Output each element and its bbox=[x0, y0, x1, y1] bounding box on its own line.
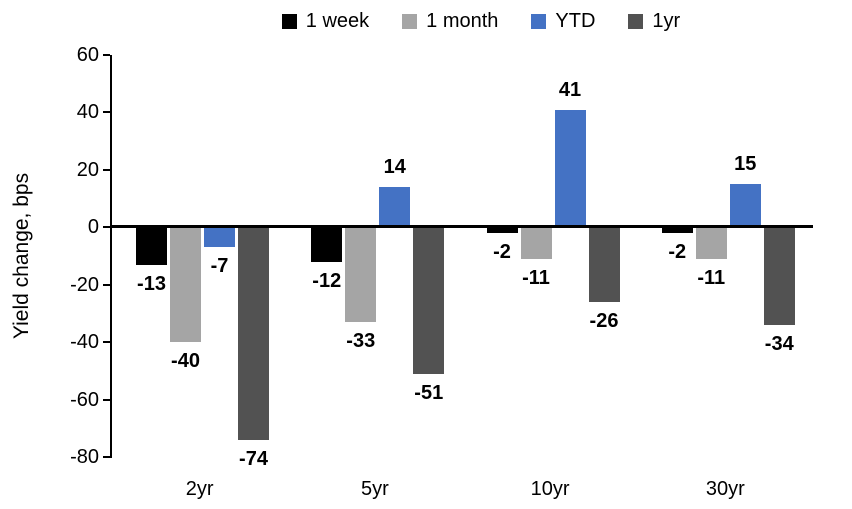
legend-label: 1yr bbox=[652, 10, 681, 32]
bar-1-month-5yr bbox=[345, 227, 377, 323]
legend-swatch-icon bbox=[402, 13, 418, 29]
y-axis-tick-label: -60 bbox=[70, 388, 99, 411]
y-axis-tick-label: 0 bbox=[87, 216, 99, 239]
y-axis-tick-label: -40 bbox=[70, 331, 99, 354]
bar-value-label: -74 bbox=[239, 447, 268, 470]
legend: 1 week 1 month YTD 1yr bbox=[110, 10, 852, 32]
bar-1yr-30yr bbox=[763, 227, 795, 325]
y-axis-tick-label: 40 bbox=[76, 101, 99, 124]
y-axis-line bbox=[110, 55, 112, 458]
bar-value-label: -2 bbox=[493, 241, 511, 264]
bar-1-month-30yr bbox=[695, 227, 727, 259]
y-axis-tick-label: 60 bbox=[76, 44, 99, 66]
bar-YTD-10yr bbox=[554, 109, 586, 228]
y-axis-tick-label: -80 bbox=[70, 446, 99, 468]
bar-value-label: -13 bbox=[137, 272, 166, 295]
bar-value-label: -34 bbox=[764, 332, 794, 355]
bar-1yr-10yr bbox=[588, 227, 620, 302]
bar-value-label: -11 bbox=[522, 266, 550, 289]
bar-value-label: -51 bbox=[414, 381, 444, 404]
y-axis-tick bbox=[103, 54, 110, 56]
legend-swatch-icon bbox=[531, 13, 547, 29]
y-axis-tick-label: -20 bbox=[70, 273, 99, 296]
bar-1-week-2yr bbox=[136, 227, 167, 265]
y-axis-tick bbox=[103, 111, 110, 114]
bar-YTD-2yr bbox=[204, 227, 235, 248]
bar-value-label: -33 bbox=[346, 330, 376, 353]
bar-value-label: -2 bbox=[668, 241, 687, 264]
y-axis-tick-label: 20 bbox=[76, 158, 99, 181]
bar-value-label: 14 bbox=[383, 156, 406, 179]
bar-value-label: -40 bbox=[171, 350, 200, 373]
legend-item-YTD: YTD bbox=[531, 10, 595, 32]
y-axis-tick bbox=[103, 283, 110, 286]
category-label-2yr: 2yr bbox=[185, 478, 214, 500]
bar-1yr-5yr bbox=[413, 227, 445, 374]
legend-label: YTD bbox=[555, 10, 596, 32]
bar-value-label: -26 bbox=[589, 309, 619, 332]
bar-YTD-30yr bbox=[729, 184, 761, 228]
legend-item-1yr: 1yr bbox=[628, 10, 680, 32]
legend-swatch-icon bbox=[281, 13, 297, 29]
legend-label: 1 week bbox=[305, 10, 370, 32]
bar-1-week-30yr bbox=[661, 227, 693, 234]
bar-value-label: -12 bbox=[312, 269, 342, 292]
bar-1-week-10yr bbox=[486, 227, 518, 234]
y-axis-tick bbox=[103, 226, 110, 229]
category-label-5yr: 5yr bbox=[360, 478, 389, 500]
y-axis-tick bbox=[103, 341, 110, 344]
bar-value-label: -7 bbox=[210, 255, 229, 278]
bar-1-week-5yr bbox=[311, 227, 343, 262]
bar-value-label: -11 bbox=[697, 266, 726, 289]
category-label-30yr: 30yr bbox=[705, 478, 745, 500]
legend-item-1-month: 1 month bbox=[402, 10, 498, 32]
y-axis-tick bbox=[103, 456, 110, 458]
y-axis-tick bbox=[103, 398, 110, 401]
bar-1-month-2yr bbox=[170, 227, 201, 343]
bar-YTD-5yr bbox=[379, 187, 411, 228]
bar-1yr-2yr bbox=[238, 227, 269, 440]
bar-1-month-10yr bbox=[520, 227, 552, 259]
legend-label: 1 month bbox=[426, 10, 499, 32]
y-axis-tick bbox=[103, 168, 110, 171]
legend-swatch-icon bbox=[628, 13, 644, 29]
x-axis-zero-line bbox=[110, 225, 813, 229]
legend-item-1-week: 1 week bbox=[281, 10, 370, 32]
bar-value-label: 15 bbox=[734, 153, 757, 176]
bar-value-label: 41 bbox=[558, 78, 582, 101]
category-label-10yr: 10yr bbox=[530, 478, 570, 500]
